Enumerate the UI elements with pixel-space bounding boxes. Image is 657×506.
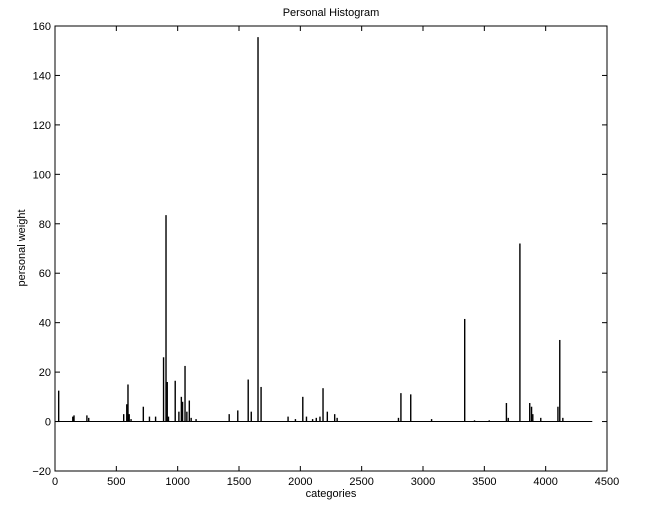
plot-background — [55, 26, 607, 471]
x-tick-label: 2500 — [349, 476, 373, 488]
y-tick-label: 40 — [39, 318, 51, 330]
y-tick-label: 80 — [39, 219, 51, 231]
x-tick-label: 3500 — [472, 476, 496, 488]
y-tick-label: 0 — [45, 417, 51, 429]
x-tick-label: 2000 — [288, 476, 312, 488]
x-tick-label: 1000 — [165, 476, 189, 488]
x-tick-label: 4000 — [533, 476, 557, 488]
y-tick-label: 60 — [39, 268, 51, 280]
x-tick-label: 0 — [52, 476, 58, 488]
ticks-layer: 0 500 1000 1500 2000 2500 3000 3500 4000 4500−200… — [32, 21, 619, 488]
y-tick-label: −20 — [32, 466, 51, 478]
chart-title: Personal Histogram — [283, 7, 380, 19]
x-tick-label: 4500 — [595, 476, 619, 488]
y-tick-label: 100 — [33, 169, 51, 181]
y-axis-label: personal weight — [16, 209, 28, 286]
x-tick-label: 3000 — [411, 476, 435, 488]
y-tick-label: 140 — [33, 70, 51, 82]
y-tick-label: 120 — [33, 120, 51, 132]
plot-frame — [54, 25, 608, 472]
y-tick-label: 160 — [33, 21, 51, 33]
x-tick-label: 500 — [107, 476, 125, 488]
x-tick-label: 1500 — [227, 476, 251, 488]
x-axis-label: categories — [306, 488, 357, 500]
bars-layer — [57, 37, 564, 422]
y-tick-label: 20 — [39, 367, 51, 379]
